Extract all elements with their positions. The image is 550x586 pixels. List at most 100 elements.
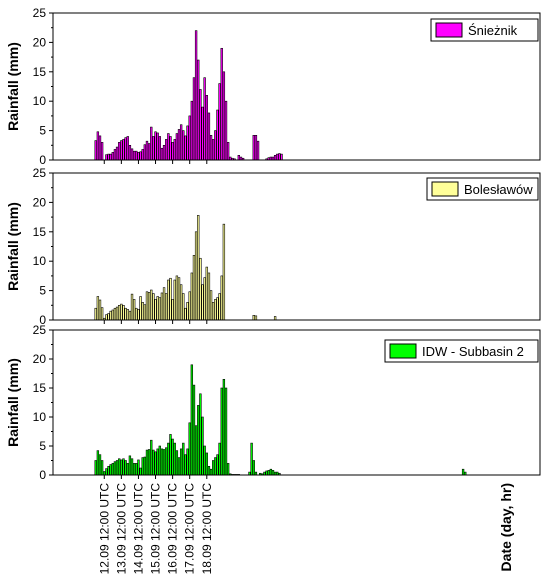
bar (115, 460, 119, 476)
x-axis-title: Date (day, hr) (498, 483, 514, 571)
bar (197, 59, 200, 161)
y-tick-label: 25 (33, 166, 47, 180)
bar (118, 304, 121, 321)
bar (179, 124, 183, 161)
bar (124, 307, 127, 321)
bar (162, 287, 166, 321)
y-tick-label: 20 (33, 195, 47, 209)
bar (220, 47, 223, 161)
bar-series (94, 30, 283, 161)
bar (197, 405, 200, 476)
bar (218, 442, 221, 476)
y-tick-label: 15 (33, 65, 47, 79)
bar (126, 309, 129, 321)
x-axis: Date (day, hr) 12.09 12:00 UTC 13.09 12:0… (97, 483, 514, 575)
bar (128, 455, 132, 476)
chart-panel-2: 0 5 10 15 20 25 Rainfall (mm) Bolesławów (5, 166, 541, 327)
legend-box (384, 339, 539, 363)
y-tick-label: 5 (39, 284, 46, 298)
bar (135, 307, 138, 321)
bar (226, 142, 230, 161)
bar (98, 454, 102, 476)
bar (109, 464, 112, 476)
y-axis-title: Rainfall (mm) (5, 358, 21, 447)
bar (190, 364, 194, 476)
y-tick-label: 10 (33, 410, 47, 424)
bar (124, 460, 127, 476)
bar (126, 136, 129, 161)
bar (254, 135, 258, 161)
bar (139, 151, 142, 161)
bar (122, 458, 125, 476)
bar (141, 149, 144, 161)
y-axis-title: Rainfall (mm) (5, 42, 21, 131)
bar (267, 470, 270, 476)
bar (252, 314, 255, 321)
bar-series (94, 215, 277, 321)
bar (224, 387, 228, 476)
bar (130, 458, 134, 476)
bar (256, 140, 260, 161)
bar (103, 471, 106, 476)
bar (188, 115, 191, 161)
bar (201, 416, 204, 476)
bar (250, 442, 253, 476)
y-tick-label: 10 (33, 254, 47, 268)
bar (188, 291, 191, 321)
legend-label: Bolesławów (464, 182, 533, 197)
bar (113, 149, 117, 161)
bar (143, 144, 147, 161)
bar (158, 445, 161, 476)
bar (171, 299, 174, 321)
bar (203, 77, 206, 161)
bar (218, 83, 221, 161)
bar (165, 293, 168, 321)
bar (177, 129, 181, 161)
bar (169, 434, 172, 476)
bar (273, 155, 277, 161)
bar (216, 454, 219, 476)
bar (145, 291, 149, 321)
y-axis-title: Rainfall (mm) (5, 202, 21, 291)
bar (222, 71, 226, 161)
bar (165, 447, 168, 476)
bar (194, 231, 198, 321)
legend-label: IDW - Subbasin 2 (422, 344, 524, 359)
bar (94, 140, 97, 161)
bar (220, 387, 223, 476)
y-tick-label: 20 (33, 35, 47, 49)
bar (107, 465, 110, 476)
bar (273, 316, 277, 321)
bar (109, 153, 112, 161)
bar (184, 135, 187, 161)
bar (199, 89, 202, 161)
bar (135, 150, 138, 161)
bar (222, 378, 226, 476)
bar (252, 135, 255, 161)
legend-swatch (389, 343, 417, 359)
bar (137, 309, 140, 321)
bar (139, 467, 142, 476)
bar (179, 448, 183, 476)
bar (214, 299, 217, 321)
bar (167, 442, 170, 476)
bar (105, 314, 108, 321)
bar (160, 147, 164, 161)
bar (124, 137, 127, 161)
bar (107, 313, 110, 321)
bar (162, 449, 166, 476)
bar (205, 95, 208, 161)
bar (169, 277, 172, 321)
bar (192, 255, 196, 321)
bar (177, 457, 181, 476)
bar (160, 292, 164, 321)
bar (120, 303, 123, 321)
bar (212, 302, 215, 321)
legend: Śnieżnik (430, 18, 539, 42)
bar (186, 125, 189, 161)
bar (216, 297, 219, 321)
bar (130, 293, 134, 321)
bar (171, 142, 174, 161)
bar (184, 307, 187, 321)
bar (254, 315, 258, 321)
